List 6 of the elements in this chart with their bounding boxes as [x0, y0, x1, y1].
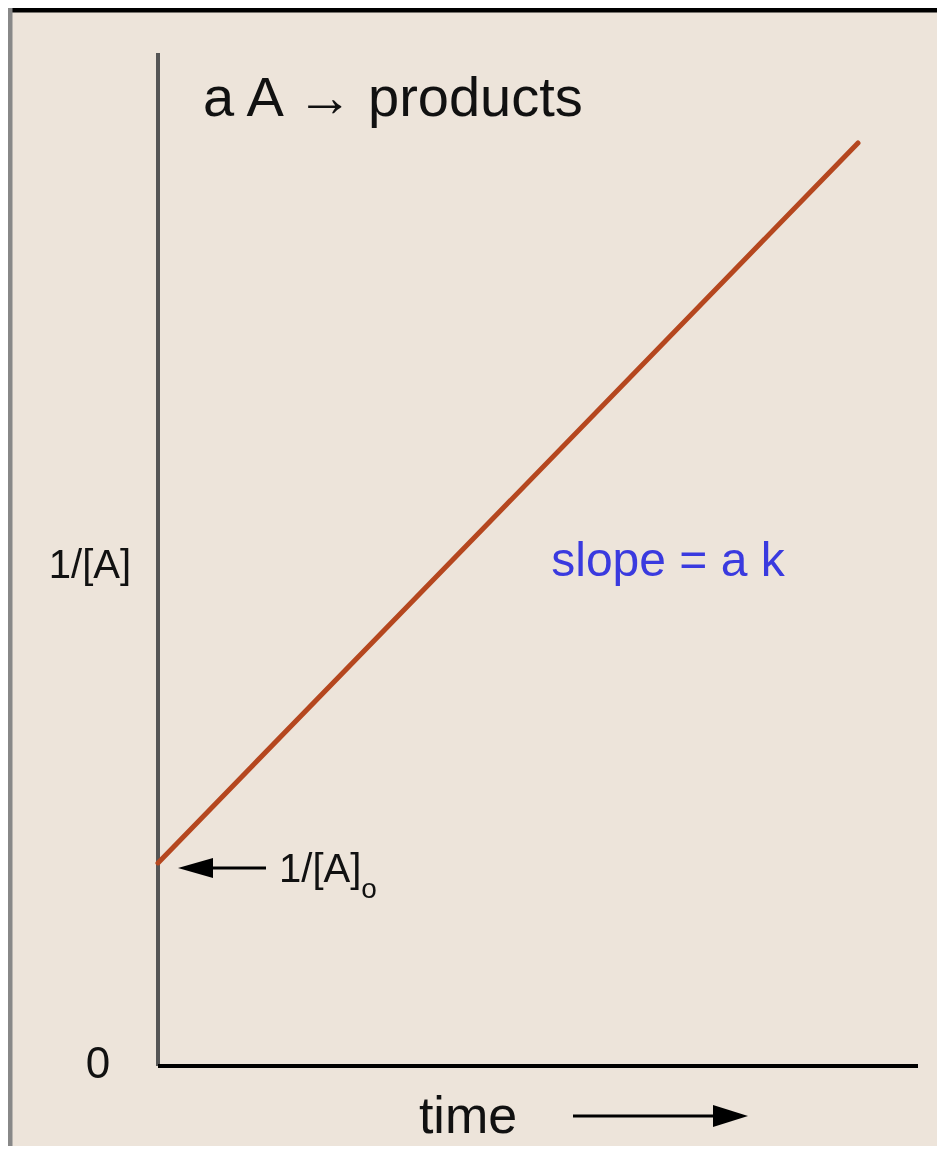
annotation: slope = a k — [551, 533, 786, 586]
chart-title: a A → products — [203, 65, 583, 128]
x-axis-title: time — [418, 1086, 518, 1144]
annotation: 1/[A]$_{o}$ — [279, 846, 377, 904]
annotation: 0 — [85, 1038, 111, 1087]
y-axis-title: 1/[A] — [48, 542, 132, 586]
